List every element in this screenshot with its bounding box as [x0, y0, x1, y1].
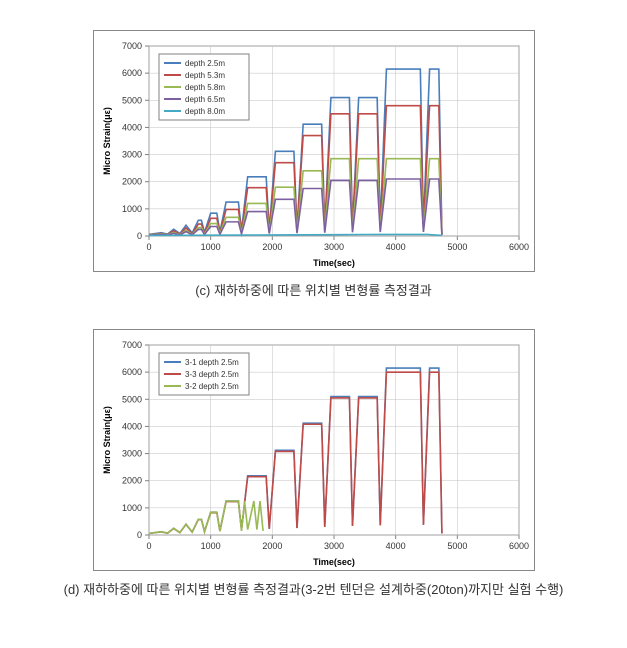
svg-text:7000: 7000 — [121, 340, 141, 350]
svg-text:depth 8.0m: depth 8.0m — [185, 107, 225, 116]
svg-text:Time(sec): Time(sec) — [313, 258, 355, 268]
svg-text:1000: 1000 — [200, 242, 220, 252]
chart-c: 0 1000 2000 3000 4000 5000 6000 0 1000 2000 3000 40… — [93, 30, 535, 272]
caption-c: (c) 재하하중에 따른 위치별 변형률 측정결과 — [20, 280, 607, 299]
svg-text:4000: 4000 — [121, 122, 141, 132]
svg-text:2000: 2000 — [121, 177, 141, 187]
chart-d: 0 1000 2000 3000 4000 5000 6000 0 1000 2000 3000 40… — [93, 329, 535, 571]
svg-text:3000: 3000 — [121, 449, 141, 459]
svg-text:0: 0 — [146, 242, 151, 252]
svg-text:depth 5.8m: depth 5.8m — [185, 83, 225, 92]
svg-text:5000: 5000 — [447, 242, 467, 252]
svg-text:3-1 depth 2.5m: 3-1 depth 2.5m — [185, 358, 239, 367]
svg-text:1000: 1000 — [121, 204, 141, 214]
chart-d-svg: 0 1000 2000 3000 4000 5000 6000 0 1000 2000 3000 40… — [94, 330, 534, 570]
svg-text:depth 5.3m: depth 5.3m — [185, 71, 225, 80]
svg-text:0: 0 — [136, 530, 141, 540]
svg-text:6000: 6000 — [121, 367, 141, 377]
svg-text:4000: 4000 — [385, 541, 405, 551]
svg-text:4000: 4000 — [121, 421, 141, 431]
svg-text:3000: 3000 — [323, 541, 343, 551]
svg-text:5000: 5000 — [447, 541, 467, 551]
svg-text:7000: 7000 — [121, 41, 141, 51]
svg-text:2000: 2000 — [262, 541, 282, 551]
svg-text:Micro Strain(με): Micro Strain(με) — [102, 406, 112, 474]
chart-c-svg: 0 1000 2000 3000 4000 5000 6000 0 1000 2000 3000 40… — [94, 31, 534, 271]
svg-text:3-2 depth 2.5m: 3-2 depth 2.5m — [185, 382, 239, 391]
caption-d: (d) 재하하중에 따른 위치별 변형률 측정결과(3-2번 텐던은 설계하중(… — [20, 579, 607, 598]
svg-text:5000: 5000 — [121, 95, 141, 105]
svg-text:2000: 2000 — [121, 476, 141, 486]
svg-text:0: 0 — [146, 541, 151, 551]
svg-text:depth 6.5m: depth 6.5m — [185, 95, 225, 104]
svg-text:3000: 3000 — [323, 242, 343, 252]
svg-text:6000: 6000 — [508, 242, 528, 252]
svg-text:depth 2.5m: depth 2.5m — [185, 59, 225, 68]
svg-text:4000: 4000 — [385, 242, 405, 252]
svg-text:6000: 6000 — [508, 541, 528, 551]
svg-text:1000: 1000 — [121, 503, 141, 513]
svg-text:3-3 depth 2.5m: 3-3 depth 2.5m — [185, 370, 239, 379]
svg-text:Time(sec): Time(sec) — [313, 557, 355, 567]
svg-text:5000: 5000 — [121, 394, 141, 404]
svg-text:2000: 2000 — [262, 242, 282, 252]
svg-text:Micro Strain(με): Micro Strain(με) — [102, 107, 112, 175]
svg-text:6000: 6000 — [121, 68, 141, 78]
svg-text:1000: 1000 — [200, 541, 220, 551]
svg-text:3000: 3000 — [121, 150, 141, 160]
svg-text:0: 0 — [136, 231, 141, 241]
